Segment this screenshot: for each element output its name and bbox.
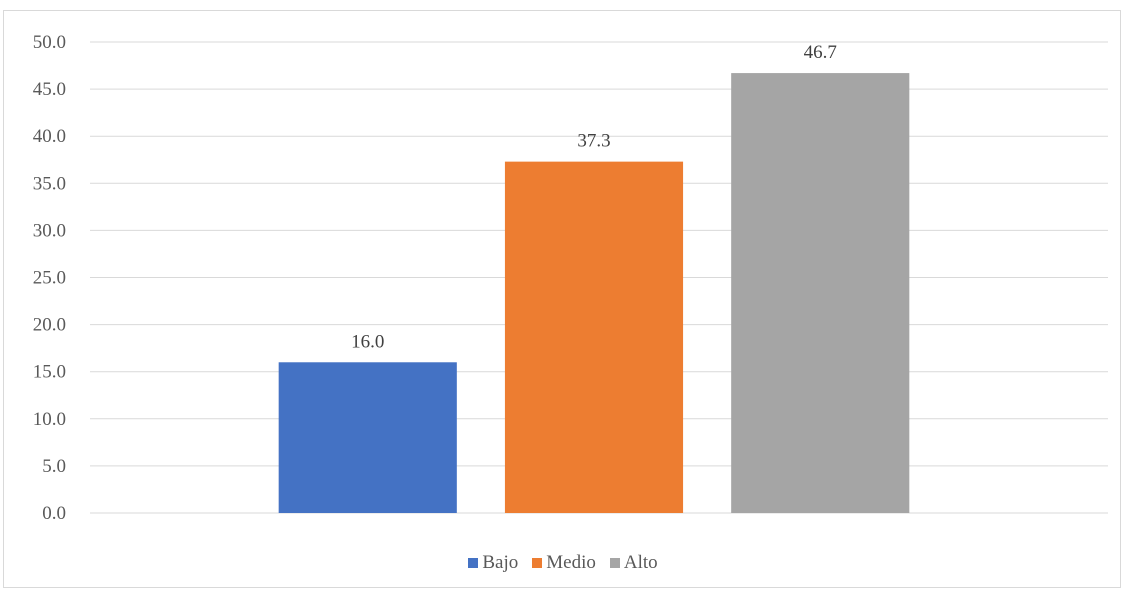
bars (278, 73, 910, 513)
y-tick-label: 35.0 (33, 173, 66, 194)
y-tick-label: 40.0 (33, 126, 66, 147)
data-label-medio: 37.3 (577, 131, 610, 152)
y-tick-label: 20.0 (33, 315, 66, 336)
data-label-bajo: 16.0 (351, 331, 384, 352)
legend-label: Alto (623, 552, 658, 573)
legend-item-bajo: Bajo (468, 552, 518, 574)
bar-alto (731, 73, 910, 513)
y-axis-tick-labels: 0.0 5.0 10.0 15.0 20.0 25.0 30.0 35.0 40.0 45.0 50… (33, 32, 66, 524)
y-tick-label: 10.0 (33, 409, 66, 430)
y-tick-label: 30.0 (33, 220, 66, 241)
legend-swatch (532, 558, 543, 568)
data-labels: 16.0 37.3 46.7 (351, 42, 837, 352)
y-tick-label: 50.0 (33, 32, 66, 53)
legend-swatch (468, 558, 479, 568)
data-label-alto: 46.7 (804, 42, 837, 63)
legend: Bajo Medio Alto (0, 552, 1126, 574)
y-tick-label: 15.0 (33, 362, 66, 383)
y-tick-label: 25.0 (33, 268, 66, 289)
bar-medio (504, 161, 684, 513)
legend-label: Bajo (482, 552, 519, 573)
legend-swatch (609, 558, 620, 568)
legend-item-medio: Medio (532, 552, 596, 574)
y-tick-label: 45.0 (33, 79, 66, 100)
legend-label: Medio (546, 552, 596, 573)
bar-bajo (278, 362, 457, 513)
legend-item-alto: Alto (609, 552, 658, 574)
gridlines (90, 41, 1108, 514)
y-tick-label: 5.0 (42, 456, 66, 477)
y-tick-label: 0.0 (42, 503, 66, 524)
